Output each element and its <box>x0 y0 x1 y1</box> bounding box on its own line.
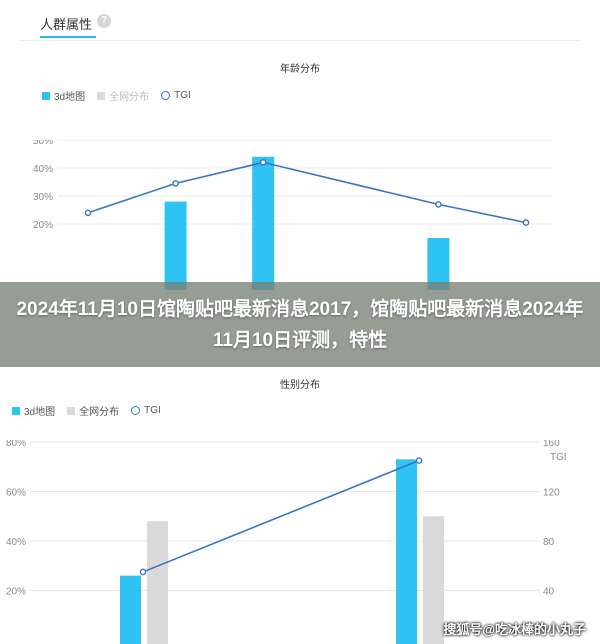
bar-3d <box>396 459 417 644</box>
title-underline <box>40 36 96 38</box>
tgi-point <box>415 457 423 464</box>
legend-swatch-all <box>97 91 106 100</box>
gender-chart-legend: 3d地图 全网分布 TGI <box>12 403 161 418</box>
gender-chart-title: 性别分布 <box>280 380 320 391</box>
y-tick-label: 60% <box>6 488 26 499</box>
tgi-line <box>87 161 527 224</box>
tgi-point <box>259 159 267 166</box>
age-chart-title: 年龄分布 <box>280 64 320 75</box>
tgi-point <box>139 568 147 576</box>
legend-swatch-3d <box>42 91 50 100</box>
y-tick-label: 20% <box>6 587 26 598</box>
y2-tick-label: 160 <box>543 440 560 449</box>
legend-swatch-tgi <box>131 406 141 415</box>
y-tick-label: 50% <box>33 140 53 147</box>
age-chart-legend: 3d地图 全网分布 TGI <box>42 88 191 103</box>
gender-distribution-chart: TGI 80% 160 60% 120 40% 80 20% 40 <box>6 440 567 644</box>
headline-text: 2024年11月10日馆陶贴吧最新消息2017，馆陶贴吧最新消息2024年11月… <box>16 298 584 351</box>
tgi-point <box>435 201 442 208</box>
bar-3d <box>252 156 275 290</box>
watermark: 搜狐号@吃冰棒的小丸子 <box>443 622 586 637</box>
legend-swatch-all <box>67 406 76 415</box>
divider <box>20 40 580 41</box>
headline-banner: 2024年11月10日馆陶贴吧最新消息2017，馆陶贴吧最新消息2024年11月… <box>0 282 600 367</box>
tgi-line <box>142 459 420 573</box>
bar-all <box>423 516 444 644</box>
legend-item-tgi[interactable]: TGI <box>131 405 161 416</box>
legend-item-all[interactable]: 全网分布 <box>97 88 149 103</box>
tgi-point <box>172 180 179 187</box>
y-tick-label: 40% <box>33 164 53 175</box>
legend-item-3d[interactable]: 3d地图 <box>42 88 85 103</box>
bar-all <box>147 521 168 644</box>
bar-3d <box>427 238 450 290</box>
question-circle-icon[interactable]: ? <box>97 14 111 28</box>
y-tick-label: 20% <box>33 220 53 231</box>
y-tick-label: 30% <box>33 192 53 203</box>
legend-item-all[interactable]: 全网分布 <box>67 403 119 418</box>
y-tick-label: 80% <box>6 440 26 449</box>
legend-label-tgi: TGI <box>144 405 161 416</box>
bar-3d <box>120 575 141 644</box>
age-distribution-chart: 50% 40% 30% 20% <box>33 140 552 290</box>
y2-tick-label: 120 <box>543 488 560 499</box>
legend-item-tgi[interactable]: TGI <box>161 90 191 101</box>
y2-axis-label: TGI <box>550 452 567 463</box>
legend-swatch-tgi <box>161 91 171 100</box>
tgi-point <box>84 209 92 217</box>
legend-label-tgi: TGI <box>174 90 191 101</box>
legend-label-3d: 3d地图 <box>54 92 86 103</box>
legend-label-all: 全网分布 <box>79 407 120 418</box>
legend-swatch-3d <box>12 406 20 415</box>
tgi-point <box>522 219 530 226</box>
y2-tick-label: 40 <box>543 587 555 598</box>
bar-3d <box>164 201 187 290</box>
legend-item-3d[interactable]: 3d地图 <box>12 403 55 418</box>
legend-label-3d: 3d地图 <box>24 407 56 418</box>
legend-label-all: 全网分布 <box>109 92 150 103</box>
page-title: 人群属性 <box>40 17 93 32</box>
y-tick-label: 40% <box>6 537 26 548</box>
y2-tick-label: 80 <box>543 537 555 548</box>
